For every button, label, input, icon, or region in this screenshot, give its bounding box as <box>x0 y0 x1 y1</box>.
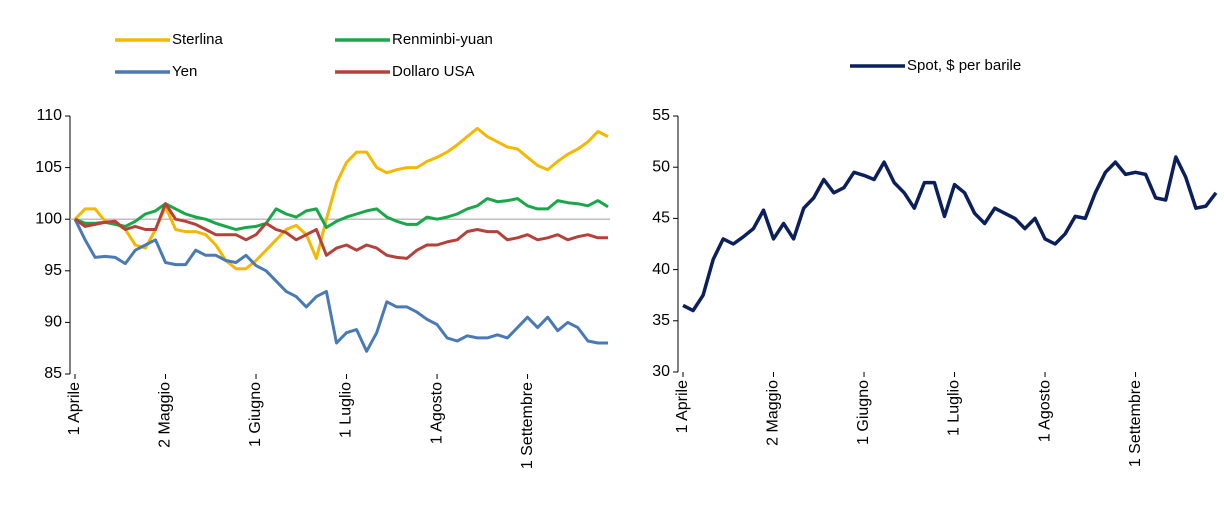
x-tick-label: 1 Settembre <box>519 382 536 469</box>
series-line <box>74 202 608 260</box>
x-tick-label: 1 Aprile <box>674 380 691 433</box>
x-tick-label: 1 Settembre <box>1127 380 1144 467</box>
y-tick-label: 55 <box>652 107 670 124</box>
y-tick-label: 105 <box>35 159 62 176</box>
legend-label: Dollaro USA <box>392 63 475 80</box>
y-tick-label: 85 <box>44 365 62 382</box>
y-tick-label: 35 <box>652 312 670 329</box>
x-tick-label: 1 Agosto <box>1036 380 1053 442</box>
y-tick-label: 95 <box>44 262 62 279</box>
y-tick-label: 50 <box>652 158 670 175</box>
x-tick-label: 1 Luglio <box>946 380 963 436</box>
series-line <box>682 155 1218 313</box>
legend-label: Renminbi-yuan <box>392 31 493 48</box>
x-tick-label: 2 Maggio <box>765 380 782 446</box>
y-tick-label: 100 <box>35 210 62 227</box>
x-tick-label: 1 Aprile <box>66 382 83 435</box>
series-line <box>74 197 609 231</box>
series-line <box>73 218 608 353</box>
y-tick-label: 45 <box>652 210 670 227</box>
legend-label: Spot, $ per barile <box>907 57 1021 74</box>
y-tick-label: 40 <box>652 261 670 278</box>
x-tick-label: 1 Giugno <box>247 382 264 447</box>
y-tick-label: 110 <box>36 107 62 124</box>
y-tick-label: 90 <box>44 314 62 331</box>
x-tick-label: 1 Agosto <box>428 382 445 444</box>
x-tick-label: 2 Maggio <box>157 382 174 448</box>
legend-label: Sterlina <box>172 31 224 48</box>
y-tick-label: 30 <box>652 363 670 380</box>
legend-label: Yen <box>172 63 197 80</box>
x-tick-label: 1 Giugno <box>855 380 872 445</box>
x-tick-label: 1 Luglio <box>338 382 355 438</box>
